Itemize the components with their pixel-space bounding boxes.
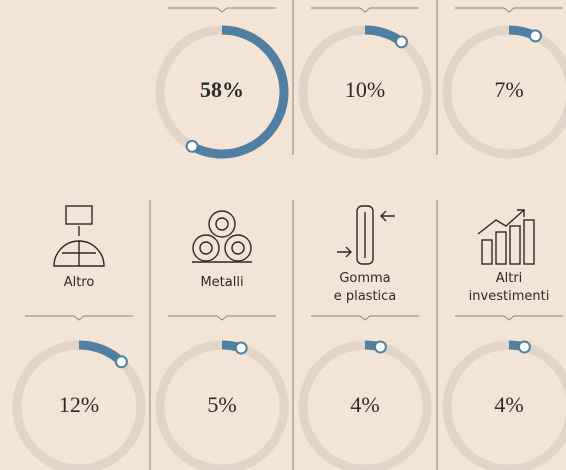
label-rule bbox=[168, 315, 276, 321]
icon-investimenti bbox=[477, 209, 535, 265]
icons bbox=[53, 205, 535, 267]
gauge-end bbox=[114, 355, 128, 369]
category-label: Altro bbox=[64, 275, 95, 290]
label-rule bbox=[25, 315, 133, 321]
label-rule bbox=[168, 7, 276, 13]
icon-gomma bbox=[337, 205, 395, 265]
icon-altro bbox=[53, 205, 105, 267]
value-label: 4% bbox=[494, 392, 523, 417]
icon-metalli bbox=[192, 210, 252, 263]
value-label: 10% bbox=[345, 77, 385, 102]
gauge-end bbox=[185, 139, 199, 153]
value-label: 7% bbox=[494, 77, 523, 102]
category-label: Metalli bbox=[200, 275, 243, 290]
label-line: Gomma bbox=[339, 271, 390, 286]
gauge-end bbox=[517, 340, 531, 354]
label-rule bbox=[311, 315, 419, 321]
label-line: e plastica bbox=[334, 289, 397, 304]
label-rule bbox=[455, 315, 563, 321]
gauge-end bbox=[394, 35, 408, 49]
label-line: Altri bbox=[496, 271, 523, 286]
value-label: 5% bbox=[207, 392, 236, 417]
gauge-arc bbox=[189, 25, 289, 159]
label-rule bbox=[311, 7, 419, 13]
category-label: Gomma e plastica bbox=[334, 271, 397, 304]
category-label: Altri investimenti bbox=[469, 271, 550, 304]
gauge-end bbox=[528, 29, 542, 43]
dividers bbox=[149, 0, 438, 470]
value-label: 12% bbox=[59, 392, 99, 417]
gauge-end bbox=[373, 340, 387, 354]
value-label: 58% bbox=[200, 77, 244, 102]
label-line: investimenti bbox=[469, 289, 550, 304]
gauge-end bbox=[234, 341, 248, 355]
value-label: 4% bbox=[350, 392, 379, 417]
label-rule bbox=[455, 7, 563, 13]
